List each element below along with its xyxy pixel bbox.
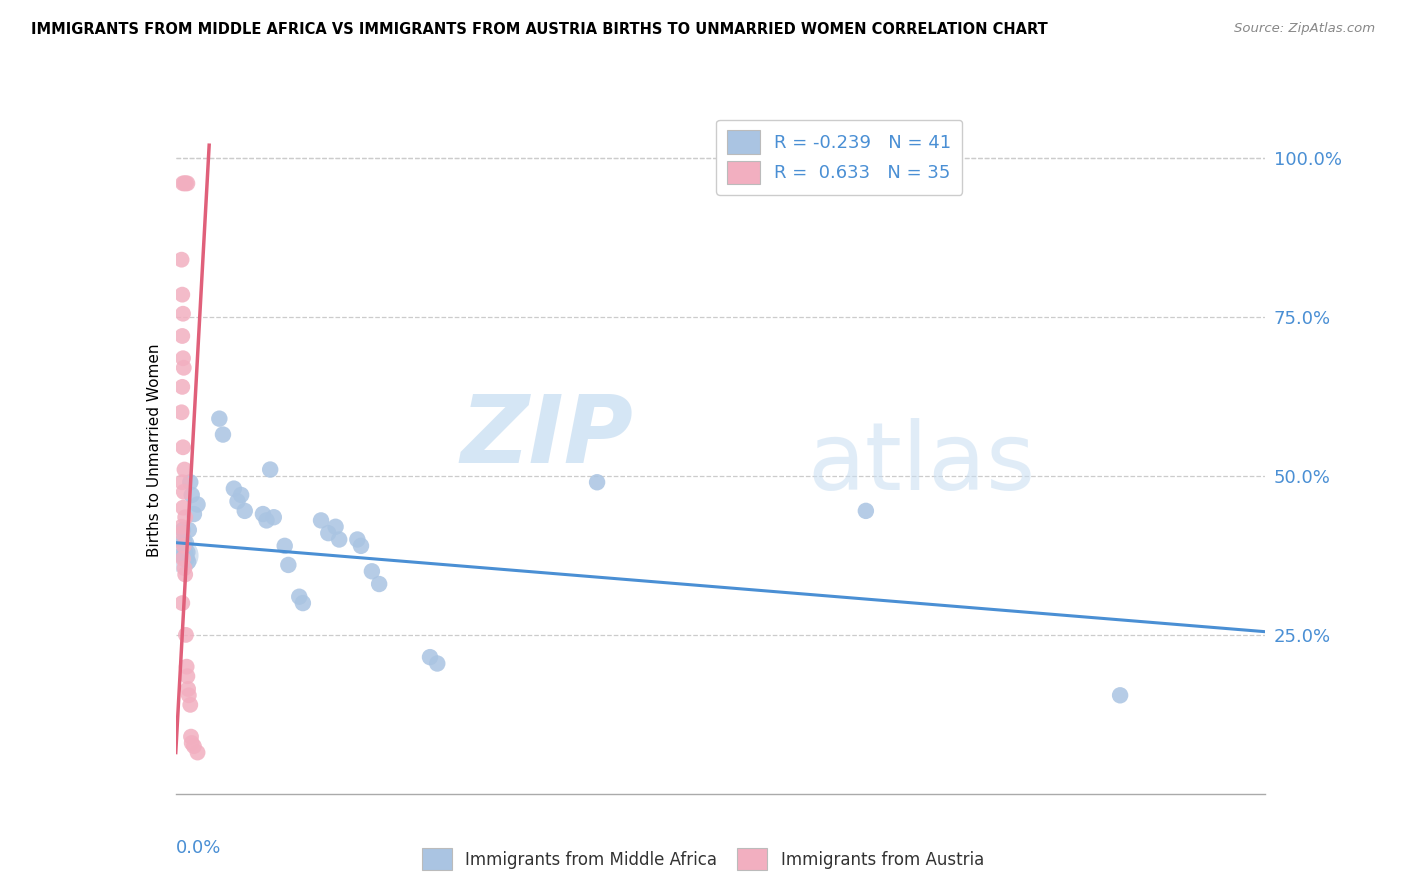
Point [586, 475, 609, 490]
Point [277, 558, 299, 572]
Text: 0.0%: 0.0% [176, 838, 221, 856]
Point [231, 488, 253, 502]
Point [274, 539, 297, 553]
Point [170, 252, 193, 267]
Point [419, 650, 441, 665]
Point [177, 555, 200, 569]
Point [328, 533, 350, 547]
Point [226, 494, 249, 508]
Point [291, 596, 314, 610]
Text: Source: ZipAtlas.com: Source: ZipAtlas.com [1234, 22, 1375, 36]
Point [173, 177, 195, 191]
Point [183, 507, 205, 521]
Point [183, 739, 205, 754]
Point [173, 533, 195, 547]
Point [318, 526, 340, 541]
Point [252, 507, 274, 521]
Point [173, 539, 195, 553]
Point [309, 513, 332, 527]
Point [173, 561, 195, 575]
Legend: Immigrants from Middle Africa, Immigrants from Austria: Immigrants from Middle Africa, Immigrant… [415, 842, 991, 877]
Y-axis label: Births to Unmarried Women: Births to Unmarried Women [146, 343, 162, 558]
Point [172, 500, 194, 515]
Point [172, 523, 194, 537]
Point [176, 659, 198, 673]
Point [180, 736, 202, 750]
Point [173, 539, 195, 553]
Point [180, 488, 202, 502]
Point [174, 567, 197, 582]
Point [172, 329, 194, 343]
Point [426, 657, 449, 671]
Point [208, 411, 231, 425]
Legend: R = -0.239   N = 41, R =  0.633   N = 35: R = -0.239 N = 41, R = 0.633 N = 35 [717, 120, 962, 194]
Point [173, 360, 195, 375]
Point [176, 177, 198, 191]
Point [325, 520, 347, 534]
Point [172, 475, 194, 490]
Point [212, 427, 235, 442]
Point [233, 504, 256, 518]
Point [172, 287, 194, 301]
Point [179, 698, 201, 712]
Point [174, 535, 197, 549]
Point [172, 307, 194, 321]
Point [170, 549, 193, 563]
Point [177, 688, 200, 702]
Point [1109, 688, 1132, 702]
Point [263, 510, 285, 524]
Point [170, 549, 193, 563]
Point [172, 177, 194, 191]
Point [855, 504, 877, 518]
Text: atlas: atlas [807, 418, 1036, 510]
Point [177, 681, 200, 696]
Point [174, 510, 197, 524]
Point [186, 746, 209, 760]
Point [172, 551, 194, 566]
Point [368, 577, 391, 591]
Point [172, 440, 194, 454]
Point [176, 545, 198, 559]
Point [177, 523, 200, 537]
Point [360, 564, 382, 578]
Point [259, 462, 281, 476]
Point [346, 533, 368, 547]
Point [172, 380, 194, 394]
Point [172, 526, 194, 541]
Point [173, 484, 195, 499]
Point [186, 498, 209, 512]
Point [256, 513, 278, 527]
Point [173, 462, 195, 476]
Point [176, 551, 198, 566]
Point [170, 520, 193, 534]
Point [288, 590, 311, 604]
Point [172, 351, 194, 366]
Point [172, 596, 194, 610]
Point [174, 545, 197, 559]
Point [350, 539, 373, 553]
Text: IMMIGRANTS FROM MIDDLE AFRICA VS IMMIGRANTS FROM AUSTRIA BIRTHS TO UNMARRIED WOM: IMMIGRANTS FROM MIDDLE AFRICA VS IMMIGRA… [31, 22, 1047, 37]
Text: ZIP: ZIP [461, 391, 633, 483]
Point [170, 405, 193, 419]
Point [180, 730, 202, 744]
Point [179, 475, 201, 490]
Point [174, 628, 197, 642]
Point [176, 669, 198, 683]
Point [174, 177, 197, 191]
Point [222, 482, 245, 496]
